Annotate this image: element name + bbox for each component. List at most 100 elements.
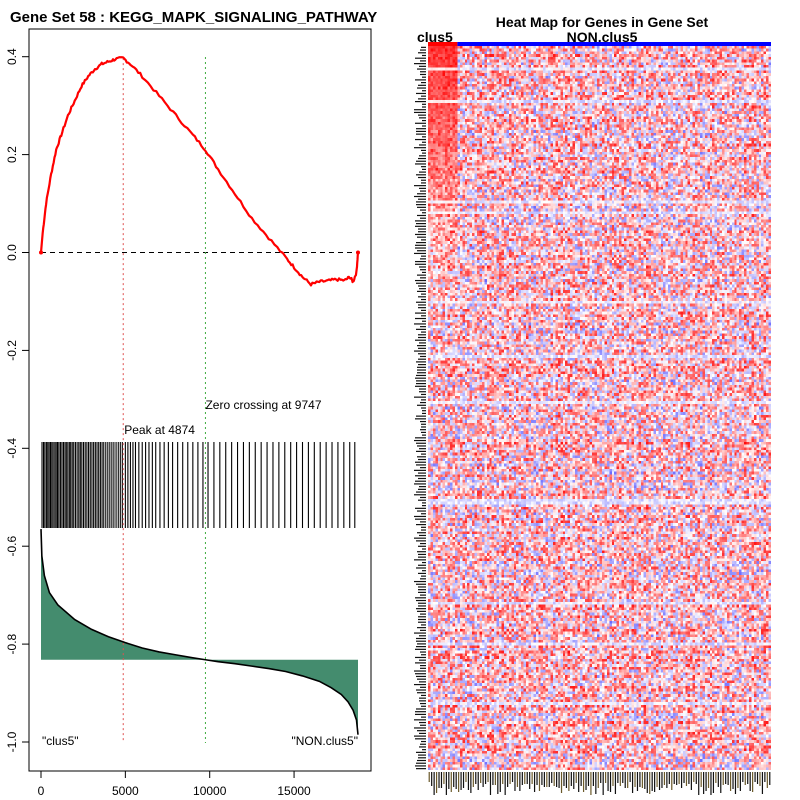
heatmap-row-label	[421, 179, 426, 181]
heatmap-column-label	[693, 772, 695, 782]
heatmap-column-label	[553, 772, 555, 786]
heatmap-row-label	[415, 225, 426, 227]
heatmap-row-label	[417, 250, 426, 252]
heatmap-row-label	[415, 507, 426, 509]
heatmap-column-label	[695, 772, 697, 784]
heatmap-row-label	[422, 125, 426, 127]
heatmap-row-label	[414, 683, 426, 686]
heatmap-row-label	[420, 209, 426, 211]
heatmap-column-label	[494, 772, 496, 785]
heatmap-row-label	[416, 608, 426, 610]
heatmap-row-label	[414, 439, 426, 442]
es-y-tick-label: -1.0	[5, 731, 19, 752]
heatmap-row-label	[418, 589, 426, 591]
heatmap-row-label	[418, 545, 426, 547]
heatmap-row-label	[421, 529, 426, 531]
heatmap-row-label	[416, 464, 426, 466]
heatmap-row-label	[421, 255, 426, 257]
heatmap-row-label	[421, 166, 426, 168]
heatmap-row-label	[414, 252, 426, 255]
heatmap-row-label	[420, 73, 426, 76]
heatmap-column-label	[465, 772, 467, 782]
heatmap-column-label	[590, 772, 592, 795]
heatmap-column-label	[475, 772, 477, 784]
heatmap-row-label	[415, 163, 426, 165]
heatmap-column-label	[440, 772, 443, 788]
heatmap-row-label	[418, 347, 426, 349]
es-x-tick-label: 5000	[112, 784, 139, 798]
heatmap-row-label	[419, 288, 426, 290]
heatmap-row-label	[421, 315, 426, 317]
heatmap-column-label	[614, 772, 617, 794]
heatmap-row-label	[416, 128, 426, 130]
heatmap-column-label	[504, 772, 506, 795]
heatmap-column-label	[435, 772, 438, 793]
heatmap-row-label	[416, 301, 426, 303]
heatmap-column-label	[617, 772, 619, 783]
heatmap-row-label	[417, 87, 426, 89]
heatmap-title: Heat Map for Genes in Gene Set	[496, 14, 709, 30]
heatmap-column-label	[769, 772, 771, 785]
heatmap-column-label	[487, 772, 489, 782]
heatmap-row-label	[415, 122, 426, 124]
heatmap-column-label	[489, 772, 492, 795]
heatmap-column-label	[732, 772, 734, 789]
es-y-axis: 0.4 0.2 0.0 -0.2 -0.4 -0.6 -0.8 -1.0	[5, 48, 30, 752]
heatmap-column-label	[654, 772, 656, 792]
heatmap-row-label	[419, 486, 426, 488]
heatmap-row-label	[418, 228, 426, 230]
heatmap-column-label	[609, 772, 612, 792]
heatmap-row-label	[418, 621, 426, 623]
heatmap-column-label	[737, 772, 739, 788]
heatmap-row-label	[417, 372, 426, 374]
heatmap-row-label	[418, 157, 426, 160]
heatmap-row-label	[422, 561, 426, 564]
heatmap-column-label	[703, 772, 705, 794]
heatmap-column-label	[556, 772, 558, 787]
heatmap-row-label	[415, 597, 426, 599]
heatmap-column-label	[433, 772, 435, 795]
heatmap-row-label	[421, 575, 426, 577]
heatmap-column-label	[668, 772, 670, 784]
heatmap-row-label	[417, 692, 426, 694]
heatmap-image	[428, 46, 771, 770]
heatmap-row-label	[422, 505, 426, 507]
heatmap-column-label	[651, 772, 653, 791]
heatmap-column-label	[592, 772, 594, 786]
heatmap-column-label	[484, 772, 487, 784]
heatmap-column-label	[585, 772, 587, 790]
heatmap-row-label	[421, 293, 426, 295]
heatmap-row-label	[420, 613, 426, 615]
heatmap-column-label	[729, 772, 732, 791]
heatmap-row-label	[421, 331, 426, 333]
heatmap-column-label	[605, 772, 607, 783]
heatmap-column-label	[673, 772, 675, 784]
heatmap-row-label	[420, 651, 426, 653]
heatmap-row-label	[418, 98, 426, 100]
es-x-tick-label: 15000	[277, 784, 311, 798]
heatmap-row-label	[414, 670, 426, 672]
heatmap-row-label	[422, 271, 426, 274]
heatmap-row-label	[416, 567, 426, 569]
heatmap-column-label	[600, 772, 602, 783]
heatmap-row-label	[419, 697, 426, 699]
heatmap-column-label	[538, 772, 541, 791]
heatmap-row-label	[419, 388, 426, 390]
heatmap-column-label	[499, 772, 501, 792]
heatmap-column-label	[507, 772, 509, 787]
heatmap-row-label	[421, 399, 426, 401]
es-y-tick-label: -0.6	[5, 536, 19, 557]
heatmap-row-label	[421, 407, 426, 409]
heatmap-column-label	[756, 772, 759, 784]
heatmap-row-label	[419, 732, 426, 734]
heatmap-row-label	[414, 185, 426, 187]
heatmap-row-label	[415, 377, 426, 379]
heatmap-row-label	[422, 141, 426, 143]
heatmap-column-label	[764, 772, 766, 782]
heatmap-row-label	[416, 160, 426, 162]
heatmap-row-label	[422, 434, 426, 436]
heatmap-row-label	[416, 223, 426, 225]
heatmap-row-label	[421, 526, 426, 528]
heatmap-row-label	[414, 559, 426, 561]
left-class-label: "clus5"	[42, 734, 79, 748]
